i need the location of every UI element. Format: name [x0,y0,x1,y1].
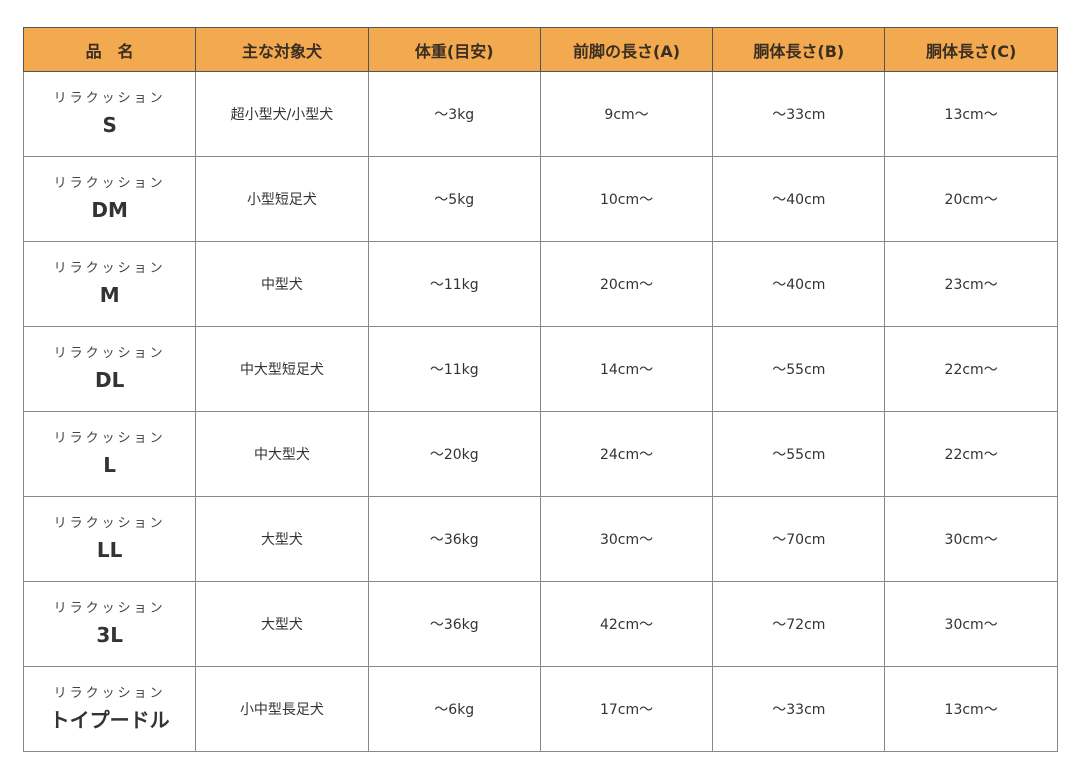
product-name-cell: リラクッション DM [22,156,197,242]
body-b-cell: ～40cm [712,241,886,327]
size-name: L [103,452,117,477]
weight-cell: ～36kg [367,496,541,582]
size-table: 品 名主な対象犬 体重(目安) 前脚の長さ(A) 胴体長さ(B) 胴体長さ(C) リラク… [22,27,1058,752]
body-b-cell: ～33cm [712,71,886,157]
size-name: DM [91,197,128,222]
target-cell: 中型犬 [195,241,369,327]
target-cell: 小中型長足犬 [195,666,369,752]
header-body-c: 胴体長さ(C) [884,27,1058,72]
body-b-cell: ～55cm [712,411,886,497]
target-cell: 中大型短足犬 [195,326,369,412]
product-name-cell: リラクッション DL [22,326,197,412]
weight-cell: ～5kg [367,156,541,242]
leg-a-cell: 14cm～ [539,326,714,412]
target-cell: 超小型犬/小型犬 [195,71,369,157]
body-c-cell: 23cm～ [884,241,1058,327]
series-name: リラクッション [53,601,166,617]
body-c-cell: 30cm～ [884,581,1058,667]
table-row: リラクッション S 超小型犬/小型犬 ～3kg 9cm～ ～33cm 13cm～ [22,71,1058,157]
table-row: リラクッション DL 中大型短足犬 ～11kg 14cm～ ～55cm 22cm～ [22,326,1058,412]
header-row: 品 名主な対象犬 体重(目安) 前脚の長さ(A) 胴体長さ(B) 胴体長さ(C) [22,27,1058,72]
table-row: リラクッション 3L 大型犬 ～36kg 42cm～ ～72cm 30cm～ [22,581,1058,667]
leg-a-cell: 9cm～ [539,71,714,157]
body-b-cell: ～40cm [712,156,886,242]
target-cell: 小型短足犬 [195,156,369,242]
product-name-cell: リラクッション S [22,71,197,157]
series-name: リラクッション [53,91,166,107]
leg-a-cell: 24cm～ [539,411,714,497]
size-name: LL [96,537,123,562]
table-row: リラクッション DM 小型短足犬 ～5kg 10cm～ ～40cm 20cm～ [22,156,1058,242]
series-name: リラクッション [53,431,166,447]
body-c-cell: 22cm～ [884,411,1058,497]
series-name: リラクッション [53,176,166,192]
leg-a-cell: 20cm～ [539,241,714,327]
body-b-cell: ～70cm [712,496,886,582]
product-name-cell: リラクッショントイプードル [22,666,197,752]
target-cell: 大型犬 [195,496,369,582]
body-b-cell: ～55cm [712,326,886,412]
header-body-b: 胴体長さ(B) [712,27,886,72]
weight-cell: ～6kg [367,666,541,752]
product-name-cell: リラクッション L [22,411,197,497]
leg-a-cell: 42cm～ [539,581,714,667]
product-name-cell: リラクッション M [22,241,197,327]
table-row: リラクッション M 中型犬 ～11kg 20cm～ ～40cm 23cm～ [22,241,1058,327]
product-name-cell: リラクッション LL [22,496,197,582]
size-name: 3L [96,622,123,647]
body-c-cell: 13cm～ [884,71,1058,157]
body-b-cell: ～72cm [712,581,886,667]
weight-cell: ～20kg [367,411,541,497]
leg-a-cell: 30cm～ [539,496,714,582]
size-name: DL [94,367,125,392]
weight-cell: ～11kg [367,326,541,412]
series-name: リラクッション [53,261,166,277]
size-name: M [99,282,120,307]
table-row: リラクッション LL 大型犬 ～36kg 30cm～ ～70cm 30cm～ [22,496,1058,582]
body-c-cell: 13cm～ [884,666,1058,752]
header-target: 主な対象犬 [195,27,369,72]
body-c-cell: 22cm～ [884,326,1058,412]
target-cell: 大型犬 [195,581,369,667]
header-leg-a: 前脚の長さ(A) [539,27,714,72]
leg-a-cell: 10cm～ [539,156,714,242]
target-cell: 中大型犬 [195,411,369,497]
body-c-cell: 20cm～ [884,156,1058,242]
table-row: リラクッション L 中大型犬 ～20kg 24cm～ ～55cm 22cm～ [22,411,1058,497]
weight-cell: ～36kg [367,581,541,667]
weight-cell: ～11kg [367,241,541,327]
series-name: リラクッション [53,686,166,702]
product-name-cell: リラクッション 3L [22,581,197,667]
header-name: 品 名 [22,27,197,72]
size-name: トイプードル [49,707,170,732]
body-c-cell: 30cm～ [884,496,1058,582]
weight-cell: ～3kg [367,71,541,157]
series-name: リラクッション [53,516,166,532]
table-row: リラクッショントイプードル 小中型長足犬 ～6kg 17cm～ ～33cm 13cm～ [22,666,1058,752]
series-name: リラクッション [53,346,166,362]
size-name: S [102,112,117,137]
header-weight: 体重(目安) [367,27,541,72]
body-b-cell: ～33cm [712,666,886,752]
leg-a-cell: 17cm～ [539,666,714,752]
